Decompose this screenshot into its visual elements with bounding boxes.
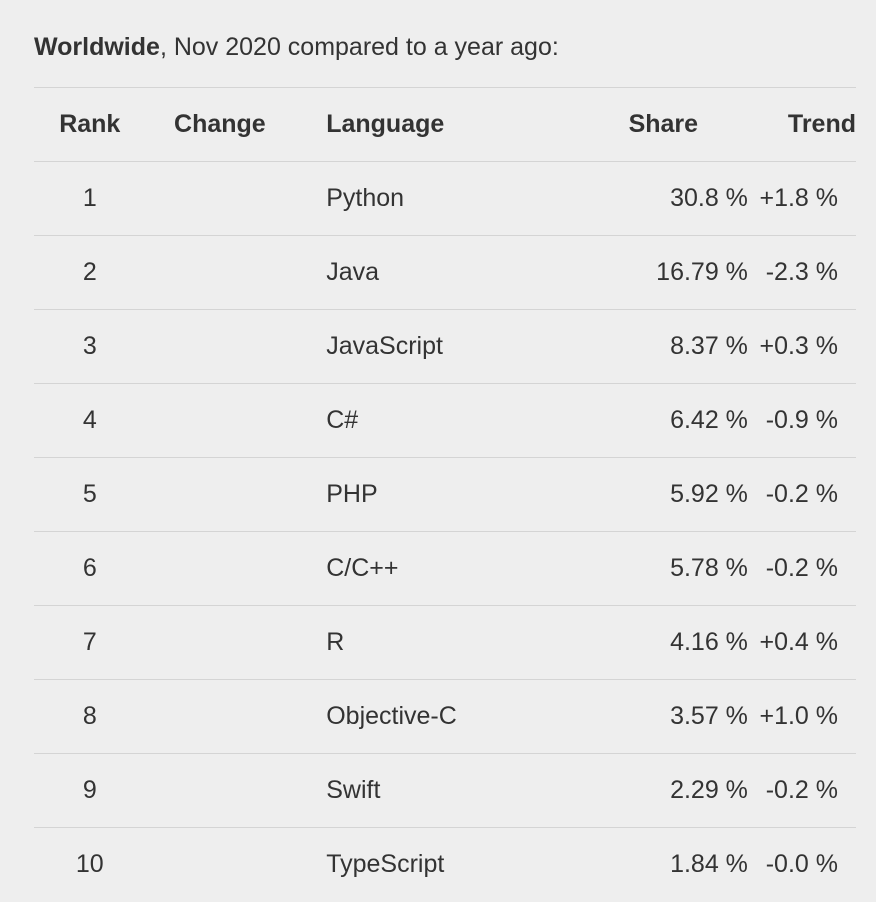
cell-language: Java [326,258,380,286]
cell-trend: +0.3 % [759,332,838,360]
cell-trend: -2.3 % [765,258,838,286]
header-trend: Trend [787,110,856,138]
table-row: 7 R 4.16 % +0.4 % [34,605,856,680]
cell-share: 5.78 % [670,554,748,582]
cell-change [146,310,295,384]
cell-language: JavaScript [326,332,443,360]
cell-language: TypeScript [326,850,445,879]
cell-language: C/C++ [326,554,399,582]
table-caption: Worldwide, Nov 2020 compared to a year a… [34,30,559,64]
header-rank: Rank [59,110,121,138]
cell-share: 30.8 % [670,184,748,212]
table-row: 2 Java 16.79 % -2.3 % [34,235,856,310]
cell-rank: 4 [82,406,97,434]
cell-share: 5.92 % [670,480,748,508]
cell-trend: +1.8 % [759,184,838,212]
table-row: 6 C/C++ 5.78 % -0.2 % [34,531,856,606]
cell-trend: +0.4 % [759,628,838,656]
table-body: 1 Python 30.8 % +1.8 % 2 Java 16.79 % -2… [34,161,856,902]
caption-region: Worldwide [34,33,160,61]
cell-change [146,458,295,532]
cell-rank: 9 [82,776,97,804]
cell-language: Python [326,184,405,212]
table-header-row: Rank Change Language Share Trend [34,87,856,162]
cell-change [146,828,295,902]
cell-trend: -0.2 % [765,554,838,582]
cell-rank: 1 [82,184,97,212]
cell-change [146,754,295,828]
caption-period: , Nov 2020 compared to a year ago: [159,33,559,61]
cell-share: 3.57 % [670,702,748,730]
cell-change [146,384,295,458]
cell-language: Swift [326,776,381,804]
header-change: Change [174,110,266,138]
cell-change [146,236,295,310]
cell-change [146,680,295,754]
cell-language: PHP [326,480,378,508]
header-share: Share [628,110,699,138]
cell-rank: 2 [82,258,97,286]
cell-change [146,606,295,680]
table-row: 3 JavaScript 8.37 % +0.3 % [34,309,856,384]
table-row: 4 C# 6.42 % -0.9 % [34,383,856,458]
cell-share: 1.84 % [670,850,748,879]
cell-change [146,162,295,236]
cell-trend: -0.9 % [765,406,838,434]
cell-rank: 7 [82,628,97,656]
cell-share: 8.37 % [670,332,748,360]
cell-share: 2.29 % [670,776,748,804]
table-row: 8 Objective-C 3.57 % +1.0 % [34,679,856,754]
cell-rank: 10 [75,850,104,879]
language-ranking-table: Rank Change Language Share Trend 1 Pytho… [34,87,856,902]
cell-share: 4.16 % [670,628,748,656]
cell-rank: 5 [82,480,97,508]
cell-language: Objective-C [326,702,457,730]
table-row: 9 Swift 2.29 % -0.2 % [34,753,856,828]
table-row: 5 PHP 5.92 % -0.2 % [34,457,856,532]
cell-language: C# [326,406,359,434]
cell-change [146,532,295,606]
cell-share: 16.79 % [656,258,748,286]
header-language: Language [326,110,445,138]
cell-rank: 8 [82,702,97,730]
table-row: 10 TypeScript 1.84 % -0.0 % [34,827,856,902]
cell-share: 6.42 % [670,406,748,434]
cell-trend: -0.2 % [765,776,838,804]
cell-rank: 3 [82,332,97,360]
cell-trend: -0.0 % [765,850,838,879]
table-row: 1 Python 30.8 % +1.8 % [34,161,856,236]
cell-trend: +1.0 % [759,702,838,730]
cell-rank: 6 [82,554,97,582]
cell-trend: -0.2 % [765,480,838,508]
cell-language: R [326,628,345,656]
